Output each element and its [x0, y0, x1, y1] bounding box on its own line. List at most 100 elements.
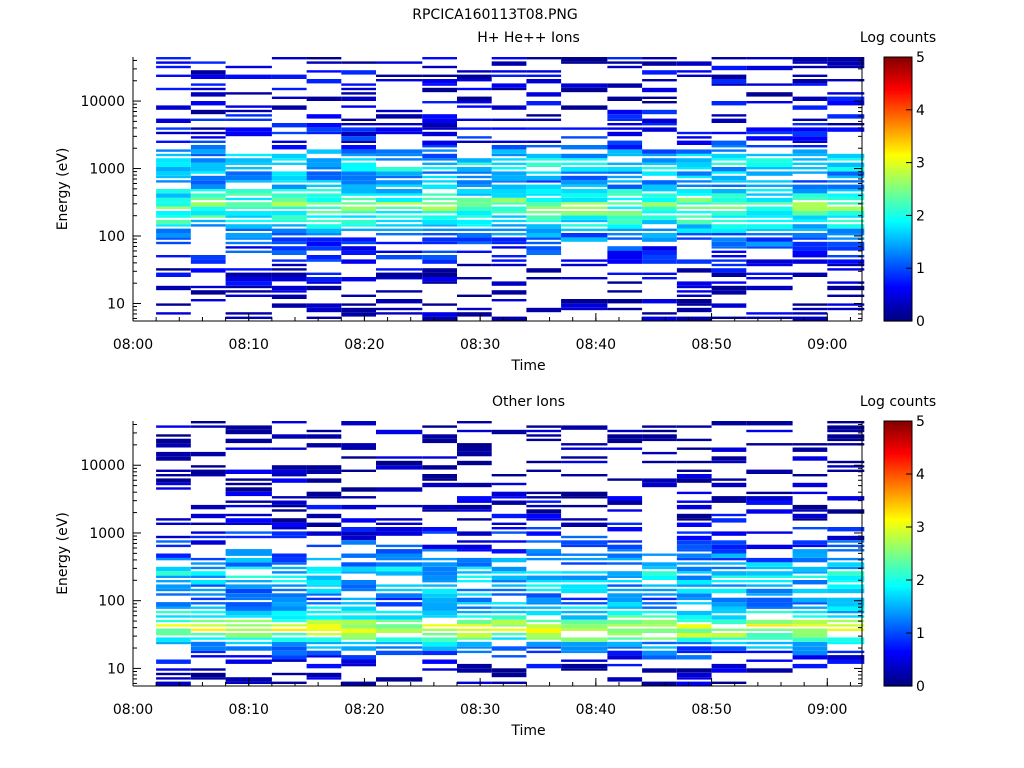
heatmap-cell: [642, 162, 677, 165]
heatmap-cell: [225, 237, 272, 240]
colorbar-step: [884, 76, 912, 80]
heatmap-cell: [341, 602, 376, 605]
heatmap-cell: [827, 549, 865, 552]
heatmap-cell: [491, 127, 527, 130]
heatmap-cell: [526, 597, 562, 603]
heatmap-cell: [792, 312, 828, 315]
heatmap-cell: [711, 202, 747, 205]
heatmap-cell: [561, 491, 608, 497]
heatmap-cell: [376, 228, 423, 231]
heatmap-cell: [306, 571, 342, 574]
heatmap-cell: [271, 162, 307, 165]
heatmap-cell: [491, 153, 527, 157]
heatmap-cell: [607, 580, 643, 583]
colorbar-step: [884, 489, 912, 493]
heatmap-cell: [457, 294, 492, 297]
colorbar-step: [884, 681, 912, 685]
heatmap-cell: [792, 504, 828, 510]
heatmap-cell: [306, 277, 342, 282]
heatmap-cell: [711, 167, 747, 172]
heatmap-cell: [271, 474, 307, 477]
heatmap-cell: [376, 114, 423, 119]
heatmap-cell: [746, 136, 793, 141]
heatmap-cell: [156, 171, 191, 176]
colorbar-step: [884, 290, 912, 293]
heatmap-cell: [827, 153, 865, 159]
heatmap-cell: [225, 500, 272, 503]
heatmap-cell: [607, 153, 643, 157]
colorbar-step: [884, 109, 912, 113]
heatmap-cell: [271, 527, 307, 530]
heatmap-cell: [607, 509, 643, 512]
colorbar-step: [884, 619, 912, 623]
heatmap-cell: [607, 228, 643, 231]
heatmap-cell: [827, 597, 865, 603]
heatmap-cell: [827, 114, 865, 119]
heatmap-cell: [376, 219, 423, 223]
heatmap-cell: [422, 615, 457, 618]
colorbar-step: [884, 608, 912, 612]
colorbar-step: [884, 527, 912, 530]
heatmap-cell: [607, 628, 643, 633]
heatmap-cell: [376, 677, 423, 682]
heatmap-cell: [457, 127, 492, 130]
heatmap-cell: [491, 70, 527, 73]
heatmap-cell: [491, 575, 527, 580]
heatmap-cell: [422, 206, 457, 211]
heatmap-cell: [607, 575, 643, 578]
heatmap-cell: [341, 219, 376, 225]
colorbar-step: [884, 131, 912, 135]
heatmap-cell: [676, 641, 712, 645]
heatmap-cell: [271, 421, 307, 424]
heatmap-cell: [190, 219, 226, 223]
colorbar-step: [884, 149, 912, 153]
heatmap-cell: [607, 496, 643, 501]
heatmap-cell: [422, 145, 457, 148]
heatmap-cell: [225, 575, 272, 578]
heatmap-cell: [376, 180, 423, 185]
heatmap-cell: [827, 215, 865, 218]
heatmap-cell: [792, 491, 828, 495]
heatmap-cell: [457, 571, 492, 574]
heatmap-cell: [306, 544, 342, 548]
heatmap-cell: [711, 646, 747, 651]
colorbar-step: [884, 81, 912, 84]
colorbar-tick-label: 5: [916, 50, 925, 66]
heatmap-cell: [422, 562, 457, 567]
heatmap-cell: [376, 610, 423, 614]
heatmap-cell: [711, 189, 747, 194]
heatmap-cell: [676, 189, 712, 194]
heatmap-cell: [422, 509, 457, 512]
heatmap-cell: [526, 206, 562, 209]
heatmap-cell: [271, 584, 307, 587]
heatmap-cell: [457, 263, 492, 267]
heatmap-cell: [156, 451, 191, 457]
heatmap-cell: [642, 562, 677, 567]
heatmap-cell: [225, 655, 272, 658]
colorbar-step: [884, 72, 912, 76]
heatmap-cell: [792, 61, 828, 64]
heatmap-cell: [457, 87, 492, 91]
heatmap-cell: [457, 496, 492, 501]
heatmap-cell: [792, 189, 828, 194]
heatmap-cell: [676, 438, 712, 442]
heatmap-cell: [607, 175, 643, 179]
heatmap-cell: [156, 219, 191, 225]
colorbar-step: [884, 425, 912, 429]
heatmap-cell: [526, 237, 562, 240]
heatmap-cell: [746, 259, 793, 264]
heatmap-cell: [491, 584, 527, 587]
heatmap-cell: [642, 610, 677, 614]
heatmap-cell: [376, 553, 423, 558]
heatmap-cell: [341, 628, 376, 633]
heatmap-cell: [457, 531, 492, 536]
heatmap-cell: [190, 672, 226, 678]
heatmap-cell: [676, 628, 712, 633]
heatmap-cell: [457, 610, 492, 614]
heatmap-cell: [457, 184, 492, 187]
colorbar-tick-label: 0: [916, 314, 925, 330]
heatmap-cell: [306, 127, 342, 132]
heatmap-cell: [306, 158, 342, 163]
colorbar-step: [884, 469, 912, 473]
heatmap-cell: [156, 303, 191, 306]
